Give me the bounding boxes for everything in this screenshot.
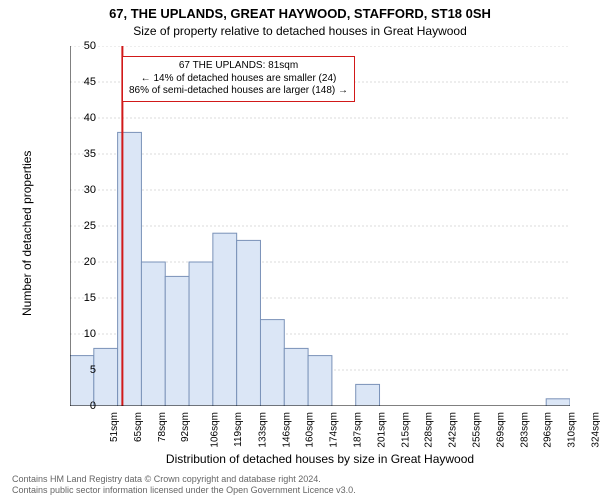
x-tick: 324sqm (591, 412, 600, 448)
y-tick: 30 (84, 184, 96, 196)
footer-attribution: Contains HM Land Registry data © Crown c… (12, 474, 588, 496)
x-tick: 174sqm (329, 412, 340, 448)
chart-title-line2: Size of property relative to detached ho… (0, 24, 600, 38)
x-tick: 133sqm (257, 412, 268, 448)
x-tick: 215sqm (400, 412, 411, 448)
y-tick: 5 (90, 364, 96, 376)
x-tick: 78sqm (157, 412, 168, 442)
y-tick: 35 (84, 148, 96, 160)
x-tick: 296sqm (543, 412, 554, 448)
x-tick: 187sqm (353, 412, 364, 448)
footer-line1: Contains HM Land Registry data © Crown c… (12, 474, 588, 485)
chart-container: 67, THE UPLANDS, GREAT HAYWOOD, STAFFORD… (0, 0, 600, 500)
x-tick: 255sqm (472, 412, 483, 448)
y-tick: 50 (84, 40, 96, 52)
chart-title-line1: 67, THE UPLANDS, GREAT HAYWOOD, STAFFORD… (0, 6, 600, 21)
x-tick: 283sqm (519, 412, 530, 448)
x-tick: 146sqm (281, 412, 292, 448)
x-tick: 92sqm (180, 412, 191, 442)
x-tick: 269sqm (495, 412, 506, 448)
y-tick: 20 (84, 256, 96, 268)
y-tick: 40 (84, 112, 96, 124)
y-axis-label-text: Number of detached properties (20, 151, 34, 316)
y-tick: 45 (84, 76, 96, 88)
annotation-line3: 86% of semi-detached houses are larger (… (129, 85, 348, 98)
x-axis-label: Distribution of detached houses by size … (70, 452, 570, 466)
x-tick: 160sqm (305, 412, 316, 448)
x-tick: 65sqm (133, 412, 144, 442)
y-tick: 15 (84, 292, 96, 304)
y-tick: 10 (84, 328, 96, 340)
x-tick: 119sqm (233, 412, 244, 447)
y-tick: 0 (90, 400, 96, 412)
y-tick: 25 (84, 220, 96, 232)
x-tick: 310sqm (567, 412, 578, 448)
annotation-box: 67 THE UPLANDS: 81sqm ← 14% of detached … (122, 56, 355, 102)
annotation-line2: ← 14% of detached houses are smaller (24… (129, 73, 348, 86)
annotation-line1: 67 THE UPLANDS: 81sqm (129, 60, 348, 73)
x-tick: 201sqm (376, 412, 387, 448)
footer-line2: Contains public sector information licen… (12, 485, 588, 496)
x-tick: 228sqm (424, 412, 435, 448)
y-axis-label: Number of detached properties (20, 151, 34, 316)
x-tick: 106sqm (210, 412, 221, 448)
x-tick: 51sqm (109, 412, 120, 442)
x-tick: 242sqm (448, 412, 459, 448)
